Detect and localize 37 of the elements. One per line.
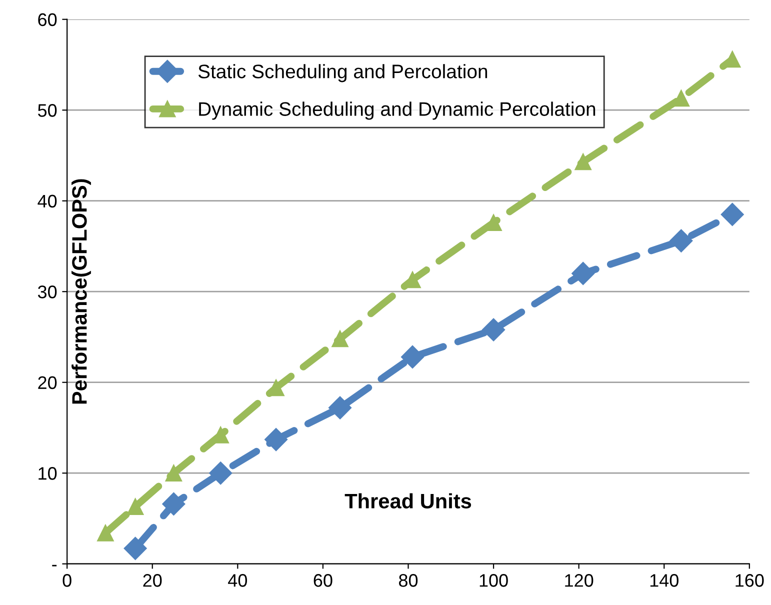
point [209,462,232,485]
y-tick-label: 50 [38,104,57,117]
point [126,498,144,516]
point [672,90,690,107]
point [482,318,506,342]
x-axis-title: Thread Units [344,493,472,508]
y-tick-label: 60 [38,13,57,26]
x-tick-label: 140 [650,574,678,587]
y-tick-label: 40 [38,194,57,208]
point [97,524,114,542]
legend-label: Static Scheduling and Percolation [198,64,488,82]
y-tick-label: - [52,564,57,566]
y-tick-label: 30 [38,286,57,298]
point [124,536,147,560]
point [162,492,186,516]
point [264,428,288,452]
x-tick-label: 160 [736,574,764,587]
x-tick-label: 40 [228,574,247,587]
y-tick-label: 20 [38,376,57,390]
point [328,396,352,420]
legend-label: Dynamic Scheduling and Dynamic Percolation [199,102,596,120]
point [401,345,424,368]
point [332,330,348,348]
x-tick-label: 20 [143,574,162,587]
point [670,229,693,252]
y-axis-title: Performance(GFLOPS) [72,179,91,404]
x-tick-label: 80 [398,574,418,587]
point [574,154,592,170]
x-tick-label: 100 [480,574,508,587]
point [165,464,182,482]
point [720,202,744,226]
x-tick-label: 60 [314,574,332,587]
point [268,379,284,396]
x-tick-label: 120 [565,574,594,587]
point [572,262,595,285]
x-tick-label: 0 [62,574,72,587]
y-tick-label: 10 [38,467,57,480]
